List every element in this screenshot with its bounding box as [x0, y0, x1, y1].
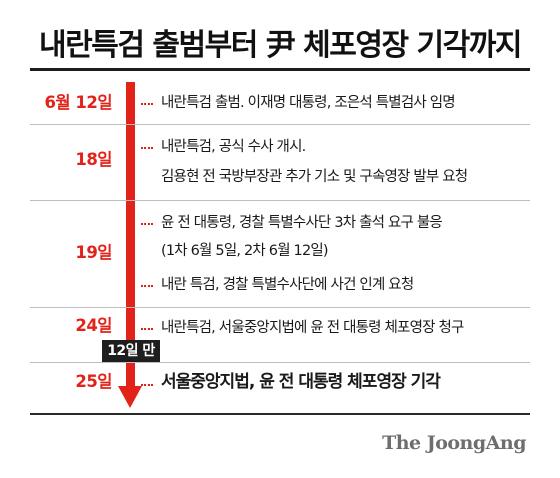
dotted-connector [141, 223, 153, 225]
date-24: 24일 [75, 316, 112, 335]
date-19: 19일 [75, 243, 112, 262]
event-arrest-warrant-request: 내란특검, 서울중앙지법에 윤 전 대통령 체포영장 청구 [161, 320, 464, 336]
dotted-connector [141, 103, 153, 105]
date-18: 18일 [75, 150, 112, 169]
dotted-connector [141, 147, 153, 149]
event-special-counsel-launch: 내란특검 출범. 이재명 대통령, 조은석 특별검사 임명 [161, 95, 456, 111]
event-summons-dates: (1차 6월 5일, 2차 6월 12일) [161, 243, 329, 259]
event-summons-refusal: 윤 전 대통령, 경찰 특별수사단 3차 출석 요구 불응 [161, 215, 443, 231]
brand-logo-text: The JoongAng [382, 432, 526, 454]
dotted-connector [141, 384, 153, 386]
bottom-rule [30, 413, 530, 415]
elapsed-days-badge: 12일 만 [102, 340, 160, 362]
timeline-arrow-head [118, 386, 142, 408]
dotted-connector [141, 285, 153, 287]
top-rule [30, 68, 530, 71]
date-june-12: 6월 12일 [44, 93, 112, 112]
row-divider [30, 362, 530, 363]
timeline-arrow-shaft [126, 82, 135, 390]
page-title: 내란특검 출범부터 尹 체포영장 기각까지 [39, 28, 522, 63]
event-arrest-warrant-rejected: 서울중앙지법, 윤 전 대통령 체포영장 기각 [161, 372, 441, 392]
dotted-connector [141, 328, 153, 330]
event-case-transfer-request: 내란 특검, 경찰 특별수사단에 사건 인계 요청 [161, 277, 414, 293]
row-divider [30, 200, 530, 201]
event-investigation-start: 내란특검, 공식 수사 개시. [161, 139, 306, 155]
date-25: 25일 [75, 372, 112, 391]
row-divider [30, 124, 530, 125]
event-additional-indictment: 김용현 전 국방부장관 추가 기소 및 구속영장 발부 요청 [161, 169, 468, 185]
row-divider [30, 307, 530, 308]
